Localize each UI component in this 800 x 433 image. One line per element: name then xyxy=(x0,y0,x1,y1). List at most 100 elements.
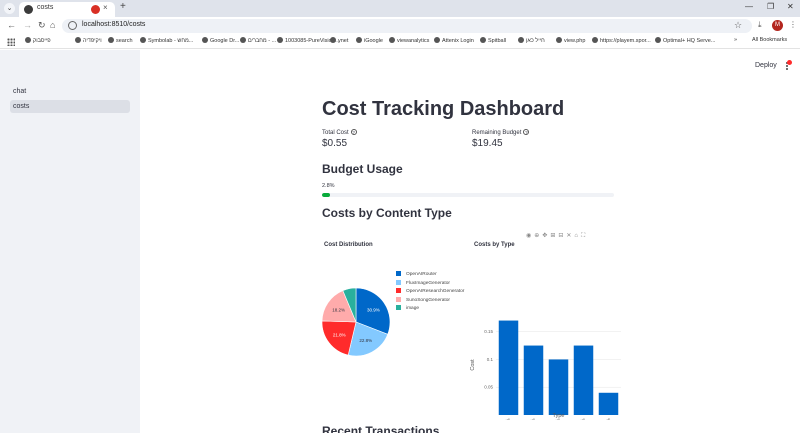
legend-swatch xyxy=(396,271,401,276)
costs-by-type-heading: Costs by Content Type xyxy=(322,206,452,220)
reload-icon[interactable]: ↻ xyxy=(38,20,46,30)
legend-entry[interactable]: OpenAIRouter xyxy=(396,271,464,280)
main-content: Deploy Cost Tracking Dashboard Total Cos… xyxy=(140,50,800,433)
bar[interactable] xyxy=(598,392,619,415)
sidebar-item-costs[interactable]: costs xyxy=(10,100,130,113)
bar[interactable] xyxy=(498,320,519,415)
autoscale-icon[interactable]: ✕ xyxy=(566,233,575,239)
bar[interactable] xyxy=(573,345,594,415)
bookmark-favicon-icon xyxy=(480,37,486,43)
recent-transactions-heading: Recent Transactions xyxy=(322,424,440,433)
help-icon[interactable]: ? xyxy=(523,129,530,135)
bookmark-star-icon[interactable]: ☆ xyxy=(734,20,743,30)
browser-toolbar: ← → ↻ ⌂ localhost:8510/costs ☆ ⤓ M ⋮ xyxy=(0,17,800,35)
home-icon[interactable]: ⌂ xyxy=(50,20,56,30)
bar-chart: 0.050.10.15OpenAIRouterFluxImageGenerato… xyxy=(470,320,621,420)
new-tab-icon[interactable]: + xyxy=(120,1,126,12)
all-bookmarks[interactable]: All Bookmarks xyxy=(752,37,788,43)
bookmark-item[interactable]: פייסבוק xyxy=(25,37,51,44)
bookmark-item[interactable]: view.php xyxy=(556,37,585,44)
browser-tab[interactable]: costs × xyxy=(19,2,115,17)
bar[interactable] xyxy=(523,345,544,415)
bookmark-item[interactable]: Optimal+ HQ Serve... xyxy=(655,37,715,44)
legend-swatch xyxy=(396,305,401,310)
bookmark-favicon-icon xyxy=(330,37,336,43)
bookmark-item[interactable]: search xyxy=(108,37,133,44)
reset-axes-icon[interactable]: ⌂ xyxy=(574,233,582,239)
restore-icon[interactable]: ❐ xyxy=(767,2,775,11)
budget-usage-heading: Budget Usage xyxy=(322,162,403,176)
url-text: localhost:8510/costs xyxy=(82,21,146,28)
deploy-button[interactable]: Deploy xyxy=(755,62,777,69)
pie-slice-label: 18.2% xyxy=(332,308,345,313)
back-icon[interactable]: ← xyxy=(7,20,16,30)
bookmark-favicon-icon xyxy=(25,37,31,43)
chart-modebar: ◉⊕✥⊞⊟✕⌂⛶ xyxy=(526,232,588,240)
bookmark-favicon-icon xyxy=(655,37,661,43)
bookmark-item[interactable]: ynet xyxy=(330,37,348,44)
bookmark-item[interactable]: https://playem.spor... xyxy=(592,37,651,44)
zoom-icon[interactable]: ⊕ xyxy=(534,233,543,239)
pie-slice[interactable] xyxy=(355,287,391,335)
bookmark-favicon-icon xyxy=(518,37,524,43)
legend-entry[interactable]: OpenAIResearchGenerator xyxy=(396,288,464,297)
sidebar-item-chat[interactable]: chat xyxy=(13,88,27,95)
address-bar[interactable]: localhost:8510/costs ☆ xyxy=(62,19,752,33)
legend-swatch xyxy=(396,279,401,285)
bookmark-favicon-icon xyxy=(108,37,114,43)
bookmark-item[interactable]: Spitball xyxy=(480,37,506,44)
close-tab-icon[interactable]: × xyxy=(103,3,108,12)
help-icon[interactable]: ? xyxy=(350,129,357,135)
bookmark-favicon-icon xyxy=(556,37,562,43)
zoom-in-icon[interactable]: ⊞ xyxy=(550,233,559,239)
bookmark-item[interactable]: חייל כאן xyxy=(518,37,545,44)
profile-avatar[interactable]: M xyxy=(772,20,783,31)
bar[interactable] xyxy=(548,359,569,415)
minimize-icon[interactable]: — xyxy=(745,2,753,11)
bookmark-item[interactable]: Symbolab - מחש... xyxy=(140,37,193,44)
metric-value-total-cost: $0.55 xyxy=(322,138,348,149)
bookmark-item[interactable]: ויקיפדיה xyxy=(75,37,102,44)
close-window-icon[interactable]: ✕ xyxy=(787,2,794,11)
y-tick-label: 0.1 xyxy=(487,357,494,362)
bookmark-item[interactable]: Attenix Login xyxy=(434,37,474,44)
pie-slice[interactable] xyxy=(321,320,357,356)
forward-icon[interactable]: → xyxy=(23,20,32,30)
legend-entry[interactable]: FluxImageGenerator xyxy=(396,279,464,289)
bar-chart-title: Costs by Type xyxy=(474,242,515,248)
pie-slice[interactable] xyxy=(321,290,357,323)
bookmark-item[interactable]: Google Dr... xyxy=(202,37,239,44)
bookmark-favicon-icon xyxy=(434,37,440,43)
budget-progress-fill xyxy=(322,193,331,197)
legend-entry[interactable]: SunoSongGenerator xyxy=(396,296,464,306)
pie-slice-label: 30.9% xyxy=(367,308,380,313)
pan-icon[interactable]: ✥ xyxy=(542,233,551,239)
legend-entry[interactable]: image xyxy=(396,305,464,314)
pie-slice-label: 21.8% xyxy=(333,332,346,337)
bookmark-favicon-icon xyxy=(240,37,246,43)
bookmark-item[interactable]: מחברים - ... xyxy=(240,37,276,44)
bookmark-favicon-icon xyxy=(75,37,81,43)
bookmark-item[interactable]: viewanalytics xyxy=(389,37,429,44)
budget-percent-text: 2.8% xyxy=(322,183,335,189)
bookmarks-overflow-icon[interactable]: » xyxy=(734,37,738,43)
recording-icon xyxy=(91,5,100,14)
favicon-icon xyxy=(24,5,33,14)
bookmark-item[interactable]: iGoogle xyxy=(356,37,383,44)
menu-kebab-icon[interactable]: ⋮ xyxy=(789,20,797,29)
site-info-icon[interactable] xyxy=(68,21,77,30)
pie-slice[interactable] xyxy=(347,321,389,357)
camera-icon[interactable]: ◉ xyxy=(526,233,535,239)
tab-search-icon[interactable]: ⌄ xyxy=(4,3,15,14)
bookmark-favicon-icon xyxy=(592,37,598,43)
x-axis-label: Type xyxy=(553,413,565,419)
bookmark-item[interactable]: 1003085-PureVision... xyxy=(277,37,339,44)
download-icon[interactable]: ⤓ xyxy=(758,20,762,29)
pie-slice[interactable] xyxy=(342,287,357,323)
tab-title: costs xyxy=(37,4,54,11)
fullscreen-icon[interactable]: ⛶ xyxy=(581,233,589,239)
zoom-out-icon[interactable]: ⊟ xyxy=(558,233,567,239)
y-axis-label: Cost xyxy=(470,359,476,371)
apps-grid-icon[interactable] xyxy=(7,38,15,46)
